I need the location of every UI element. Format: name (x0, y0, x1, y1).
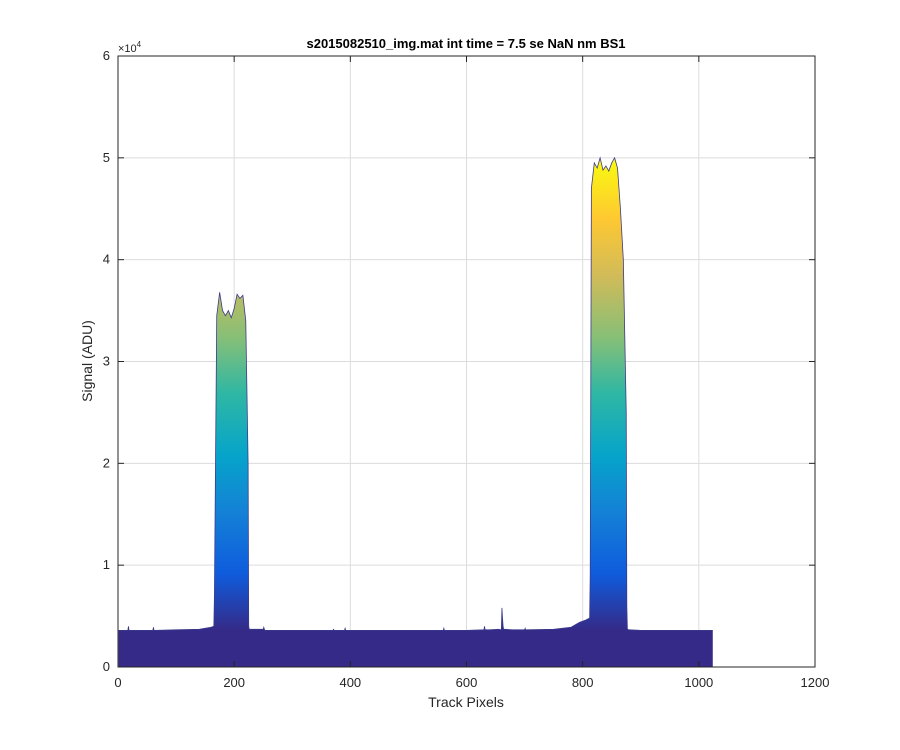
y-tick-label: 3 (103, 354, 110, 369)
y-tick-label: 0 (103, 659, 110, 674)
y-tick-label: 2 (103, 455, 110, 470)
x-tick-label: 800 (572, 675, 594, 690)
x-tick-label: 600 (456, 675, 478, 690)
x-axis-ticks: 0 200 400 600 800 1000 1200 (114, 56, 829, 690)
series-area-fill-0 (118, 157, 713, 667)
x-tick-label: 400 (339, 675, 361, 690)
y-axis-label: Signal (ADU) (79, 320, 95, 402)
x-tick-label: 1200 (801, 675, 830, 690)
x-tick-label: 200 (223, 675, 245, 690)
series-line-0 (118, 156, 713, 631)
y-tick-label: 6 (103, 48, 110, 63)
x-axis-label: Track Pixels (428, 694, 504, 710)
y-exponent-power: 4 (137, 40, 142, 49)
y-tick-label: 4 (103, 252, 110, 267)
x-tick-label: 1000 (684, 675, 713, 690)
y-tick-label: 5 (103, 150, 110, 165)
series-area (118, 156, 713, 667)
y-exponent-base: ×10 (118, 43, 137, 55)
chart-title: s2015082510_img.mat int time = 7.5 se Na… (306, 36, 625, 51)
y-exponent-label: ×104 (118, 40, 142, 55)
y-tick-label: 1 (103, 557, 110, 572)
x-tick-label: 0 (114, 675, 121, 690)
y-axis-ticks: 0 1 2 3 4 5 6 (103, 48, 815, 674)
